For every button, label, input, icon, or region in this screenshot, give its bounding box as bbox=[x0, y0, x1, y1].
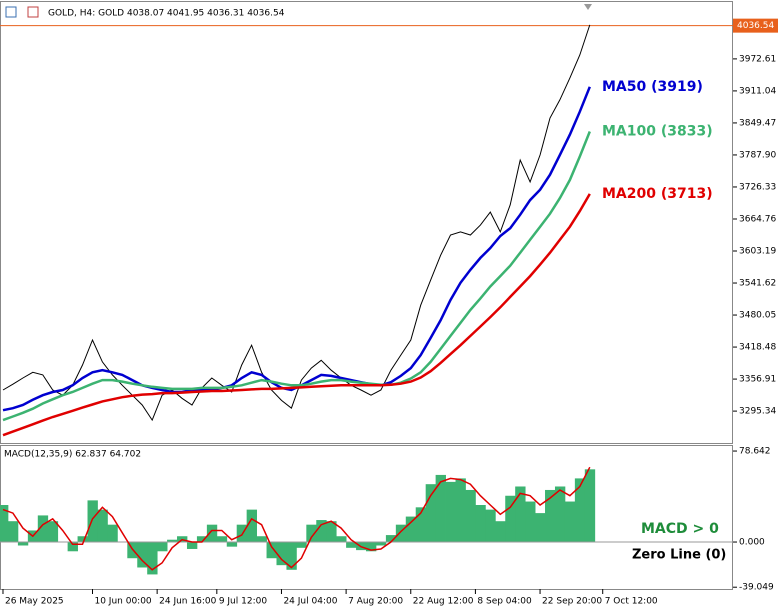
macd-bar bbox=[186, 542, 198, 549]
y-tick-label: 3849.47 bbox=[739, 118, 776, 128]
y-tick-label: -39.049 bbox=[739, 583, 774, 593]
x-tick-label: 9 Jul 12:00 bbox=[219, 597, 268, 607]
x-tick-label: 8 Sep 04:00 bbox=[477, 597, 532, 607]
macd-bar bbox=[435, 474, 446, 543]
macd-bar bbox=[0, 505, 9, 543]
macd-bar bbox=[465, 489, 476, 543]
macd-bar bbox=[336, 536, 347, 543]
shift-marker bbox=[584, 4, 592, 10]
x-tick-label: 24 Jul 04:00 bbox=[283, 597, 337, 607]
y-tick-label: 3356.91 bbox=[739, 375, 776, 385]
macd-bar bbox=[67, 542, 78, 552]
chart-title: GOLD, H4: GOLD 4038.07 4041.95 4036.31 4… bbox=[48, 9, 285, 19]
y-tick-label: 78.642 bbox=[739, 447, 771, 457]
macd-title: MACD(12,35,9) 62.837 64.702 bbox=[4, 450, 141, 460]
macd-bar bbox=[316, 520, 327, 543]
macd-bar bbox=[147, 542, 158, 575]
last-price-tag bbox=[733, 18, 778, 33]
price-line bbox=[2, 24, 591, 422]
macd-bar bbox=[445, 481, 456, 543]
y-tick-label: 3603.19 bbox=[739, 247, 776, 257]
macd-bar bbox=[157, 542, 168, 552]
y-tick-label: 3295.34 bbox=[739, 407, 776, 417]
macd-bar bbox=[276, 542, 287, 566]
macd-bar bbox=[495, 521, 506, 543]
moving-average-line bbox=[2, 131, 591, 422]
macd-bar bbox=[7, 521, 19, 543]
macd-bar bbox=[37, 515, 49, 543]
menu-icon[interactable] bbox=[5, 6, 17, 18]
series-label: MA100 (3833) bbox=[602, 123, 713, 139]
signal-line bbox=[2, 466, 591, 571]
macd-bar bbox=[554, 486, 566, 543]
chart-icon[interactable] bbox=[27, 6, 39, 18]
x-tick-label: 10 Jun 00:00 bbox=[94, 597, 151, 607]
y-tick-label: 3787.90 bbox=[739, 150, 776, 160]
y-tick-label: 3541.62 bbox=[739, 279, 776, 289]
series-label: MA50 (3919) bbox=[602, 79, 703, 95]
macd-bar bbox=[485, 509, 496, 543]
macd-bar bbox=[425, 484, 437, 543]
macd-bar bbox=[346, 542, 357, 548]
macd-bar bbox=[584, 469, 596, 543]
macd-bar bbox=[405, 516, 417, 543]
macd-bar bbox=[256, 536, 267, 543]
macd-bar bbox=[107, 524, 118, 543]
macd-bar bbox=[306, 524, 317, 543]
y-tick-label: 3418.48 bbox=[739, 343, 776, 353]
zero-annotation: Zero Line (0) bbox=[632, 548, 726, 563]
macd-bar bbox=[515, 486, 526, 543]
price-panel bbox=[0, 1, 733, 444]
macd-bar bbox=[47, 521, 59, 543]
moving-average-line bbox=[2, 193, 591, 437]
macd-bar bbox=[296, 542, 307, 548]
macd-bar bbox=[375, 542, 387, 546]
y-tick-label: 3664.76 bbox=[739, 214, 776, 224]
macd-bar bbox=[137, 542, 148, 568]
macd-bar bbox=[326, 521, 337, 543]
macd-bar bbox=[167, 539, 178, 543]
macd-bar bbox=[455, 478, 466, 543]
y-tick-label: 3726.33 bbox=[739, 182, 776, 192]
macd-bar bbox=[226, 542, 238, 547]
macd-bar bbox=[206, 524, 218, 543]
y-tick-label: 0.000 bbox=[739, 538, 765, 548]
y-tick-label: 3480.05 bbox=[739, 311, 776, 321]
macd-bar bbox=[385, 535, 397, 543]
last-price-label: 4036.54 bbox=[737, 21, 774, 31]
macd-bar bbox=[87, 500, 98, 543]
macd-bar bbox=[545, 489, 556, 543]
macd-bar bbox=[525, 501, 536, 543]
x-tick-label: 7 Oct 12:00 bbox=[605, 597, 658, 607]
macd-bar bbox=[246, 509, 257, 543]
macd-bar bbox=[415, 507, 427, 543]
macd-bar bbox=[196, 536, 208, 543]
macd-annotation: MACD > 0 bbox=[641, 521, 719, 537]
macd-bar bbox=[266, 542, 277, 559]
macd-bar bbox=[574, 478, 586, 543]
macd-bar bbox=[286, 542, 297, 570]
moving-average-line bbox=[2, 86, 591, 412]
x-tick-label: 22 Aug 12:00 bbox=[413, 597, 474, 607]
macd-bar bbox=[366, 542, 377, 552]
macd-bar bbox=[505, 495, 516, 543]
series-label: MA200 (3713) bbox=[602, 186, 713, 202]
x-tick-label: 22 Sep 20:00 bbox=[542, 597, 602, 607]
macd-bar bbox=[77, 536, 88, 543]
macd-panel bbox=[0, 445, 733, 590]
macd-bar bbox=[236, 524, 248, 543]
macd-bar bbox=[395, 524, 407, 543]
macd-bar bbox=[17, 542, 29, 546]
y-tick-label: 3972.61 bbox=[739, 54, 776, 64]
macd-bar bbox=[97, 509, 108, 543]
x-tick-label: 24 Jun 16:00 bbox=[159, 597, 216, 607]
x-tick-label: 7 Aug 20:00 bbox=[348, 597, 403, 607]
macd-bar bbox=[216, 536, 228, 543]
macd-bar bbox=[475, 505, 486, 543]
y-tick-label: 3911.04 bbox=[739, 86, 776, 96]
macd-bar bbox=[535, 513, 546, 543]
x-tick-label: 26 May 2025 bbox=[5, 597, 64, 607]
macd-bar bbox=[564, 501, 576, 543]
